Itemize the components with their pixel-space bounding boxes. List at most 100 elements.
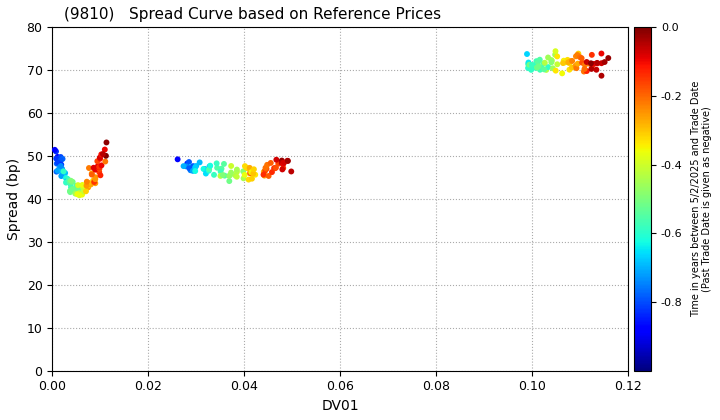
Point xyxy=(92,163,104,169)
Point xyxy=(66,184,77,191)
Point xyxy=(70,190,81,197)
Point xyxy=(212,164,223,171)
Point xyxy=(585,66,597,72)
Point xyxy=(185,167,197,173)
Point xyxy=(89,180,101,186)
Point xyxy=(538,60,549,67)
Point xyxy=(277,165,289,171)
Point xyxy=(282,158,293,164)
Point xyxy=(566,64,577,71)
Point xyxy=(549,48,561,55)
Point xyxy=(531,58,542,65)
Point xyxy=(532,59,544,66)
Point xyxy=(94,172,106,178)
Point xyxy=(526,66,537,73)
Point xyxy=(55,173,67,179)
Point xyxy=(189,164,201,171)
Point xyxy=(277,160,289,167)
Point xyxy=(65,189,76,195)
Point xyxy=(523,61,535,68)
Point xyxy=(225,169,237,176)
Point xyxy=(50,168,62,175)
Point xyxy=(202,167,214,173)
Point xyxy=(570,63,581,69)
Point xyxy=(211,160,222,167)
Point xyxy=(244,165,256,171)
Point xyxy=(215,168,226,175)
Point xyxy=(80,188,91,194)
Point xyxy=(83,182,94,189)
Point xyxy=(266,169,278,176)
Point xyxy=(85,181,96,188)
Point xyxy=(76,191,88,198)
Point xyxy=(582,60,594,67)
Point xyxy=(86,171,98,178)
Point xyxy=(97,151,109,158)
Point xyxy=(534,66,546,73)
Point xyxy=(246,175,258,182)
Point xyxy=(534,56,546,63)
Point xyxy=(238,175,249,182)
Point xyxy=(52,167,63,174)
Point xyxy=(204,163,215,170)
Point xyxy=(546,57,557,63)
Point xyxy=(246,169,257,176)
Point xyxy=(571,65,582,71)
Point xyxy=(91,158,103,165)
Point xyxy=(575,54,586,60)
Point xyxy=(542,64,554,71)
Point xyxy=(204,162,216,169)
Point xyxy=(81,178,93,185)
Point xyxy=(71,188,83,195)
Point xyxy=(94,169,105,176)
Point xyxy=(552,53,563,60)
Point xyxy=(546,58,557,64)
Point xyxy=(562,57,573,63)
Point xyxy=(53,167,65,173)
Point xyxy=(73,190,85,197)
Point xyxy=(259,167,271,174)
Point xyxy=(199,165,210,172)
Point xyxy=(258,172,270,179)
Point xyxy=(96,162,107,169)
Point xyxy=(56,165,68,172)
Point xyxy=(260,165,271,171)
Point xyxy=(564,60,575,66)
Point xyxy=(59,170,71,176)
Point xyxy=(72,185,84,192)
Point xyxy=(198,165,210,172)
Point xyxy=(63,177,74,184)
Point xyxy=(78,188,90,195)
Point xyxy=(87,177,99,184)
Point xyxy=(542,54,554,61)
Point xyxy=(54,165,66,171)
Point xyxy=(243,165,254,172)
Point xyxy=(89,178,100,185)
Point xyxy=(64,180,76,187)
Point xyxy=(530,65,541,71)
Point xyxy=(526,62,538,68)
Point xyxy=(60,175,71,181)
Point xyxy=(230,172,241,179)
Point xyxy=(61,178,73,185)
Point xyxy=(81,182,92,189)
Point xyxy=(558,57,570,64)
Point xyxy=(99,158,111,165)
Point xyxy=(547,65,559,72)
Point xyxy=(49,147,60,153)
Point xyxy=(258,171,269,178)
Point xyxy=(61,175,73,182)
Point xyxy=(71,191,83,197)
Point xyxy=(239,171,251,178)
Point xyxy=(590,66,602,73)
Point xyxy=(217,172,229,178)
Point xyxy=(588,60,600,67)
Point xyxy=(99,146,111,153)
Point xyxy=(603,55,614,61)
Point xyxy=(541,66,552,73)
Point xyxy=(562,59,574,66)
Point xyxy=(269,165,281,172)
Point xyxy=(572,52,583,58)
Point xyxy=(203,167,215,174)
Point xyxy=(265,160,276,166)
